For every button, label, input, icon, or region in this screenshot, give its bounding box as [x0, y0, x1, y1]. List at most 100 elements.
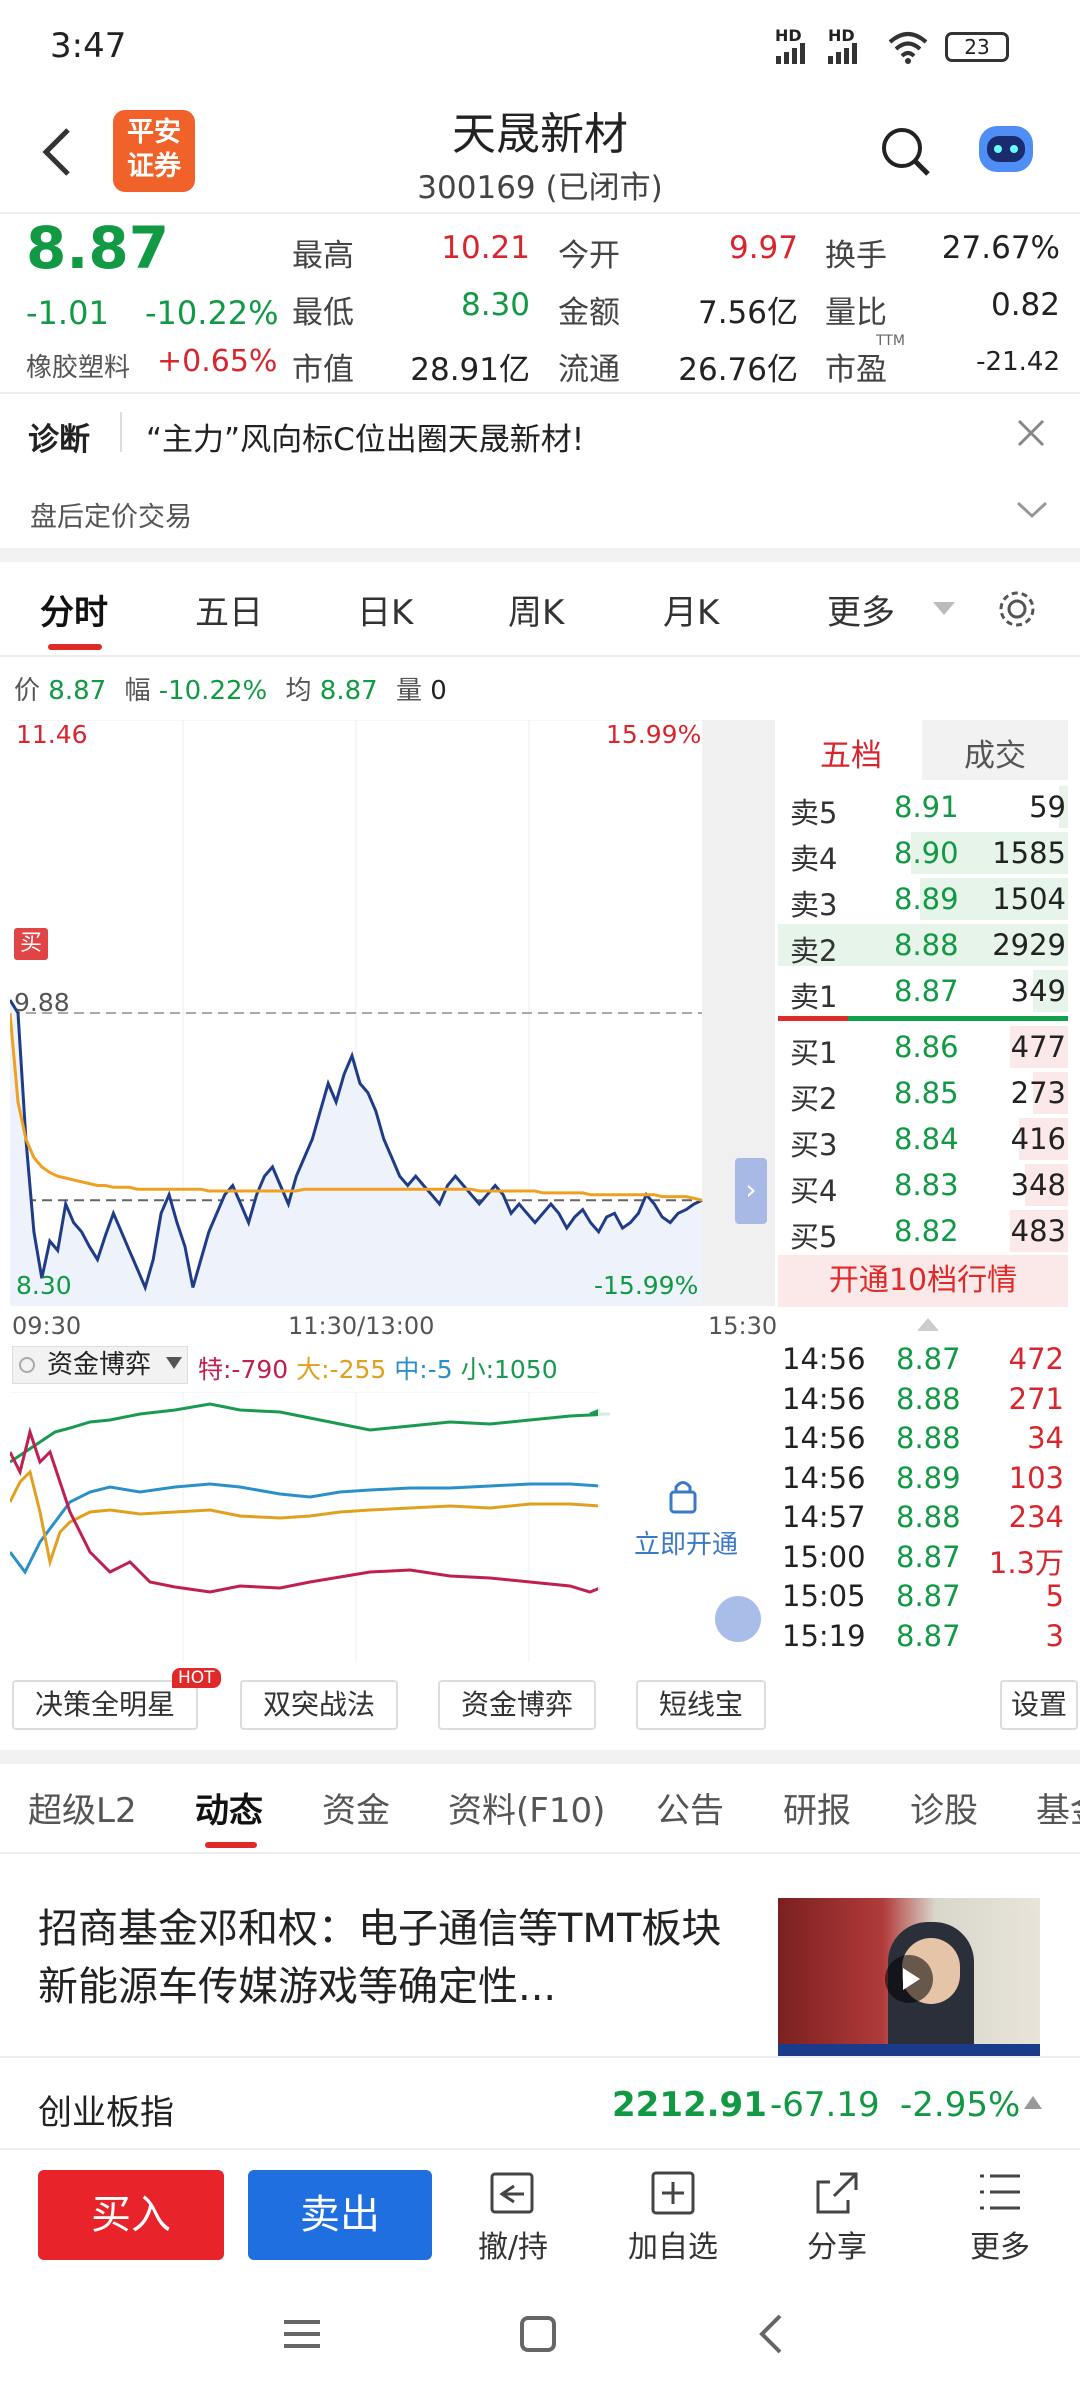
cancel-hold-button[interactable]: 撤/持	[477, 2230, 549, 2265]
broker-logo[interactable]: 平安 证券	[113, 110, 195, 192]
after-hours-label[interactable]: 盘后定价交易	[30, 502, 192, 533]
tab-daily-k[interactable]: 日K	[357, 593, 414, 633]
ask-volume: 1585	[992, 836, 1066, 870]
buy-marker[interactable]: 买	[14, 928, 48, 960]
search-icon[interactable]	[880, 126, 932, 178]
bid-price: 8.83	[894, 1168, 959, 1202]
chip-fund-game[interactable]: 资金博弈	[438, 1680, 596, 1730]
ask-row[interactable]: 卖5 8.91 59	[778, 784, 1068, 830]
settings-gear-icon[interactable]	[996, 588, 1038, 630]
play-icon[interactable]	[884, 1954, 934, 2004]
cancel-hold-icon[interactable]	[488, 2170, 536, 2216]
fund-selector-dropdown[interactable]: 资金博弈	[12, 1346, 188, 1384]
sell-button[interactable]: 卖出	[248, 2170, 432, 2260]
ask-level: 卖5	[790, 796, 838, 830]
robot-assistant-icon[interactable]	[975, 120, 1037, 176]
chip-label: 短线宝	[658, 1688, 743, 1721]
add-watchlist-icon[interactable]	[650, 2170, 696, 2216]
ask-row[interactable]: 卖4 8.90 1585	[778, 830, 1068, 876]
chip-double-breakout[interactable]: 双突战法	[240, 1680, 398, 1730]
tick-time: 14:56	[782, 1381, 866, 1416]
add-watchlist-button[interactable]: 加自选	[628, 2230, 718, 2265]
tab-five-levels[interactable]: 五档	[820, 738, 882, 774]
tab-fund[interactable]: 基金	[1036, 1791, 1080, 1831]
tick-row: 14:56 8.88 34	[780, 1419, 1068, 1459]
y-axis-max: 11.46	[16, 720, 88, 749]
tick-volume: 103	[1008, 1460, 1064, 1495]
tab-f10[interactable]: 资料(F10)	[448, 1791, 606, 1831]
ask-bid-split-green	[848, 1016, 1068, 1021]
tab-research[interactable]: 研报	[783, 1791, 851, 1831]
ask-price: 8.91	[894, 790, 959, 824]
tick-volume: 234	[1008, 1500, 1064, 1534]
intraday-chart[interactable]	[8, 719, 775, 1306]
pe-ttm-sup: TTM	[876, 333, 905, 349]
market-cap-label: 市值	[292, 352, 354, 388]
tab-weekly-k[interactable]: 周K	[508, 593, 565, 633]
news-headline[interactable]: 招商基金邓和权：电子通信等TMT板块新能源车传媒游戏等确定性...	[38, 1906, 722, 2010]
tick-row: 14:56 8.89 103	[780, 1459, 1068, 1499]
back-icon[interactable]	[40, 126, 74, 178]
open-10-levels-button[interactable]: 开通10档行情	[778, 1255, 1068, 1307]
tick-volume: 1.3万	[988, 1545, 1064, 1580]
tab-news-feed[interactable]: 动态	[195, 1791, 263, 1831]
turnover-label: 换手	[825, 238, 887, 274]
tab-more[interactable]: 更多	[827, 593, 895, 633]
tab-diagnosis[interactable]: 诊股	[910, 1791, 978, 1831]
bid-row[interactable]: 买2 8.85 273	[778, 1070, 1068, 1116]
fullscreen-icon[interactable]	[715, 1596, 761, 1642]
buy-button[interactable]: 买入	[38, 2170, 224, 2260]
more-menu-icon[interactable]	[978, 2172, 1022, 2212]
close-icon[interactable]	[1016, 418, 1046, 448]
more-button[interactable]: 更多	[970, 2230, 1030, 2265]
tab-monthly-k[interactable]: 月K	[663, 593, 720, 633]
bid-row[interactable]: 买5 8.82 483	[778, 1208, 1068, 1254]
active-tab-indicator	[48, 644, 102, 650]
tab-capital[interactable]: 资金	[322, 1791, 390, 1831]
ask-row[interactable]: 卖2 8.88 2929	[778, 922, 1068, 968]
share-icon[interactable]	[814, 2170, 860, 2216]
price-label: 价	[14, 676, 41, 706]
bid-row[interactable]: 买3 8.84 416	[778, 1116, 1068, 1162]
bid-row[interactable]: 买1 8.86 477	[778, 1024, 1068, 1070]
tab-announcements[interactable]: 公告	[656, 1791, 724, 1831]
chips-settings-button[interactable]: 设置	[1000, 1680, 1078, 1730]
sector-name[interactable]: 橡胶塑料	[26, 353, 131, 383]
time-axis-end: 15:30	[708, 1312, 778, 1340]
system-back-icon[interactable]	[756, 2312, 784, 2356]
ask-row[interactable]: 卖1 8.87 349	[778, 968, 1068, 1014]
ask-volume-bar	[1059, 786, 1068, 828]
chip-label: 资金博弈	[460, 1688, 573, 1721]
chevron-down-icon[interactable]	[1016, 500, 1048, 520]
chevron-up-icon[interactable]	[1024, 2096, 1042, 2110]
fund-flow-chart[interactable]	[10, 1392, 775, 1662]
system-menu-icon[interactable]	[282, 2318, 322, 2350]
expand-arrow-icon[interactable]: ›	[735, 1158, 767, 1224]
chip-short-term[interactable]: 短线宝	[636, 1680, 766, 1730]
avg-label: 均	[285, 676, 312, 706]
share-button[interactable]: 分享	[807, 2230, 867, 2265]
ask-row[interactable]: 卖3 8.89 1504	[778, 876, 1068, 922]
dropdown-triangle-icon[interactable]	[933, 602, 955, 616]
wifi-icon	[888, 32, 928, 64]
ask-level: 卖1	[790, 980, 838, 1014]
system-home-icon[interactable]	[518, 2314, 558, 2354]
bid-level: 买3	[790, 1128, 838, 1162]
tab-five-day[interactable]: 五日	[195, 593, 263, 633]
intraday-chart-area[interactable]: 11.46 15.99% 9.88 8.30 -15.99% 买 ›	[8, 719, 775, 1306]
news-video-thumbnail[interactable]	[778, 1898, 1040, 2056]
chip-decision-allstar[interactable]: 决策全明星	[12, 1680, 198, 1730]
tab-trades[interactable]: 成交	[964, 738, 1026, 774]
section-gap	[0, 548, 1080, 562]
tick-time: 14:56	[782, 1342, 866, 1376]
tick-volume: 472	[1008, 1342, 1064, 1376]
scroll-up-icon[interactable]	[917, 1318, 939, 1332]
tab-intraday[interactable]: 分时	[40, 593, 108, 633]
unlock-now-button[interactable]: 立即开通	[633, 1530, 738, 1560]
bid-level: 买5	[790, 1220, 838, 1254]
chip-label: 决策全明星	[34, 1688, 175, 1721]
ask-volume-bar	[920, 878, 1068, 920]
tab-super-l2[interactable]: 超级L2	[28, 1791, 137, 1831]
sector-change: +0.65%	[157, 344, 278, 379]
bid-row[interactable]: 买4 8.83 348	[778, 1162, 1068, 1208]
